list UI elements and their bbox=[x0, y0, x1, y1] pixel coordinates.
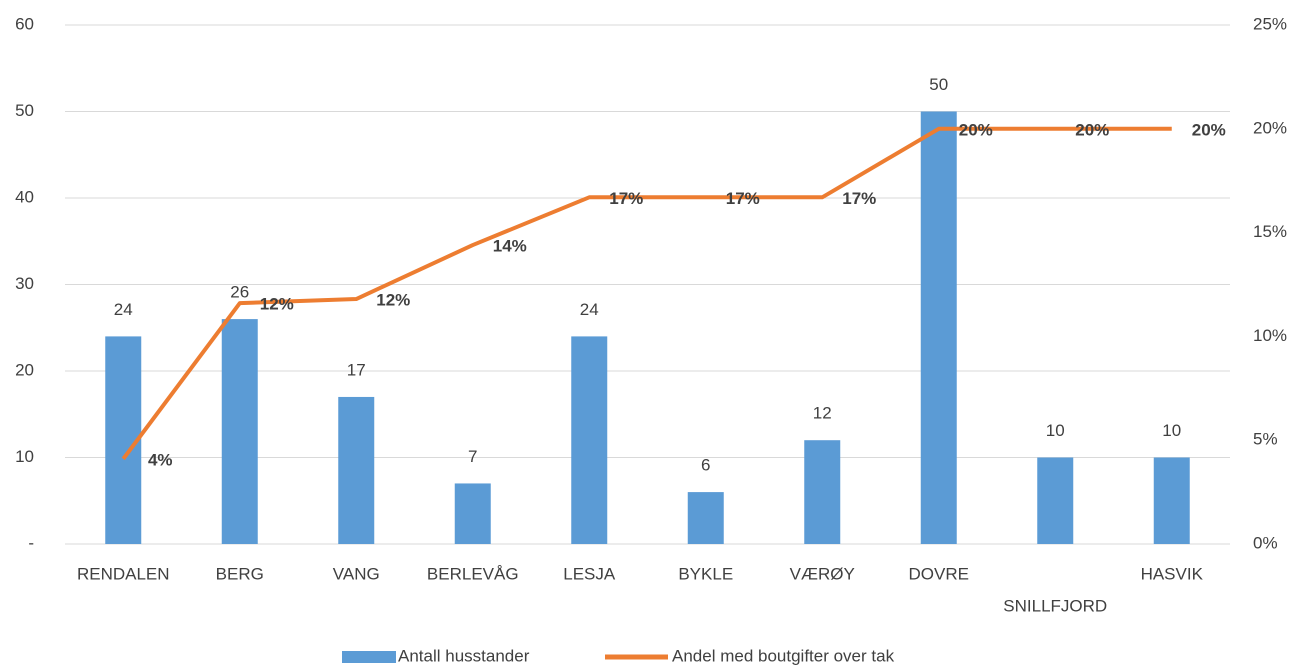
x-tick-label: SNILLFJORD bbox=[1003, 596, 1107, 615]
y-tick-label: 60 bbox=[15, 14, 34, 33]
line-value-label: 17% bbox=[726, 189, 760, 208]
legend-swatch bbox=[342, 651, 396, 663]
y2-tick-label: 5% bbox=[1253, 430, 1278, 449]
bar bbox=[221, 319, 258, 544]
bar bbox=[338, 396, 375, 544]
y-tick-label: - bbox=[28, 533, 34, 552]
y2-tick-label: 25% bbox=[1253, 14, 1287, 33]
bar-value-label: 10 bbox=[1162, 421, 1181, 440]
line-value-label: 14% bbox=[493, 237, 527, 256]
line-value-label: 20% bbox=[1192, 120, 1226, 139]
bar bbox=[1153, 457, 1190, 544]
x-tick-label: DOVRE bbox=[909, 564, 969, 583]
x-tick-label: VANG bbox=[333, 564, 380, 583]
x-tick-label: BERG bbox=[216, 564, 264, 583]
bar bbox=[1037, 457, 1074, 544]
bar bbox=[804, 440, 841, 544]
line-value-label: 17% bbox=[842, 189, 876, 208]
y-tick-label: 30 bbox=[15, 274, 34, 293]
line-value-label: 4% bbox=[148, 450, 173, 469]
y-tick-label: 10 bbox=[15, 447, 34, 466]
y2-tick-label: 15% bbox=[1253, 222, 1287, 241]
bar-value-label: 24 bbox=[580, 300, 599, 319]
bar-value-label: 12 bbox=[813, 404, 832, 423]
bar-value-label: 24 bbox=[114, 300, 133, 319]
line-value-label: 17% bbox=[609, 189, 643, 208]
bar-value-label: 50 bbox=[929, 75, 948, 94]
line-value-label: 12% bbox=[376, 291, 410, 310]
y2-tick-label: 20% bbox=[1253, 118, 1287, 137]
bar-value-label: 6 bbox=[701, 456, 710, 475]
bar-value-label: 26 bbox=[230, 283, 249, 302]
bar bbox=[454, 483, 491, 544]
line bbox=[121, 126, 1172, 461]
y2-tick-label: 10% bbox=[1253, 326, 1287, 345]
x-tick-label: RENDALEN bbox=[77, 564, 170, 583]
x-tick-label: BYKLE bbox=[678, 564, 733, 583]
bar-value-label: 7 bbox=[468, 447, 477, 466]
legend-label: Andel med boutgifter over tak bbox=[672, 646, 895, 665]
bar bbox=[920, 111, 957, 544]
bar bbox=[571, 336, 608, 544]
x-tick-label: HASVIK bbox=[1141, 564, 1204, 583]
line-value-label: 20% bbox=[1075, 120, 1109, 139]
bar-value-label: 10 bbox=[1046, 421, 1065, 440]
line-value-label: 20% bbox=[959, 120, 993, 139]
legend-label: Antall husstander bbox=[398, 646, 530, 665]
y2-tick-label: 0% bbox=[1253, 533, 1278, 552]
x-tick-label: VÆRØY bbox=[790, 564, 855, 583]
x-tick-label: LESJA bbox=[563, 564, 616, 583]
bar bbox=[687, 492, 724, 544]
line-value-label: 12% bbox=[260, 295, 294, 314]
y-tick-label: 20 bbox=[15, 360, 34, 379]
y-tick-label: 50 bbox=[15, 101, 34, 120]
y-tick-label: 40 bbox=[15, 187, 34, 206]
bar-value-label: 17 bbox=[347, 360, 366, 379]
x-tick-label: BERLEVÅG bbox=[427, 564, 519, 583]
